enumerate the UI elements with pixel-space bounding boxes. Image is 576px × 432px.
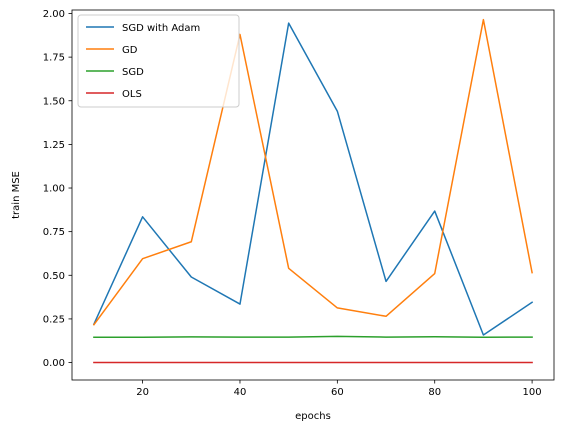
legend-label: OLS [122, 89, 142, 100]
plot-frame [71, 9, 555, 381]
y-tick-label: 0.75 [43, 227, 65, 238]
y-tick-label: 1.50 [43, 96, 65, 107]
y-tick-label: 1.00 [43, 184, 65, 195]
series-line-2 [92, 18, 533, 326]
plot-lines [92, 18, 534, 364]
x-tick-label: 80 [428, 387, 441, 398]
x-tick-label: 100 [523, 387, 542, 398]
y-tick-label: 0.25 [43, 314, 65, 325]
y-axis: 0.00 0.25 0.50 0.75 1.00 1.25 1.50 1.75 2.00 [43, 9, 72, 369]
y-tick-label: 0.50 [43, 271, 65, 282]
y-tick-label: 2.00 [43, 9, 65, 20]
y-tick-label: 1.75 [43, 53, 65, 64]
y-tick-label: 1.25 [43, 140, 65, 151]
x-tick-label: 20 [136, 387, 149, 398]
x-axis-label: epochs [295, 411, 331, 422]
legend: SGD with Adam GD SGD OLS [77, 14, 240, 108]
y-axis-label: train MSE [11, 171, 22, 219]
legend-label: SGD [122, 67, 144, 78]
y-tick-label: 0.00 [43, 358, 65, 369]
legend-label: SGD with Adam [122, 23, 200, 34]
series-line-3 [93, 335, 533, 338]
legend-box [77, 14, 240, 108]
x-tick-label: 40 [234, 387, 247, 398]
x-axis: 20 40 60 80 100 [136, 380, 542, 398]
series-line-1 [92, 22, 534, 336]
x-tick-label: 60 [331, 387, 344, 398]
legend-label: GD [122, 45, 138, 56]
